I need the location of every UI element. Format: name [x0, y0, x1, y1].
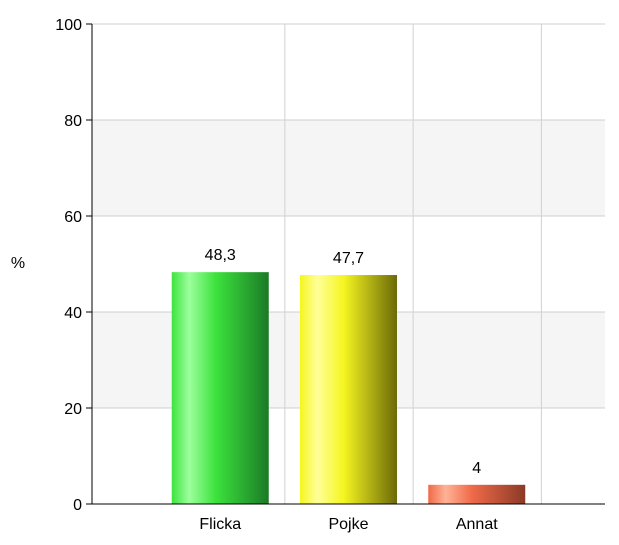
axes	[86, 23, 605, 505]
y-tick-label: 60	[64, 209, 82, 226]
bar-pojke	[300, 275, 397, 504]
gridlines	[92, 23, 605, 504]
data-labels: 48,3 47,7 4	[205, 247, 482, 477]
grid-band	[92, 120, 605, 216]
bar-flicka	[171, 272, 269, 504]
tick-labels: Flicka Pojke Annat 0 20 40 60 80 100	[55, 17, 498, 533]
y-tick-label: 0	[73, 497, 82, 514]
y-tick-label: 100	[55, 17, 82, 34]
x-tick-label-flicka: Flicka	[199, 516, 241, 533]
data-label-pojke: 47,7	[333, 250, 364, 267]
data-label-annat: 4	[472, 460, 481, 477]
y-tick-label: 40	[64, 305, 82, 322]
y-tick-label: 20	[64, 401, 82, 418]
y-tick-label: 80	[64, 113, 82, 130]
y-axis-label: %	[11, 255, 25, 272]
bar-annat	[428, 484, 526, 504]
bars	[171, 272, 526, 504]
data-label-flicka: 48,3	[205, 247, 236, 264]
x-tick-label-pojke: Pojke	[328, 516, 368, 533]
x-tick-label-annat: Annat	[456, 516, 498, 533]
